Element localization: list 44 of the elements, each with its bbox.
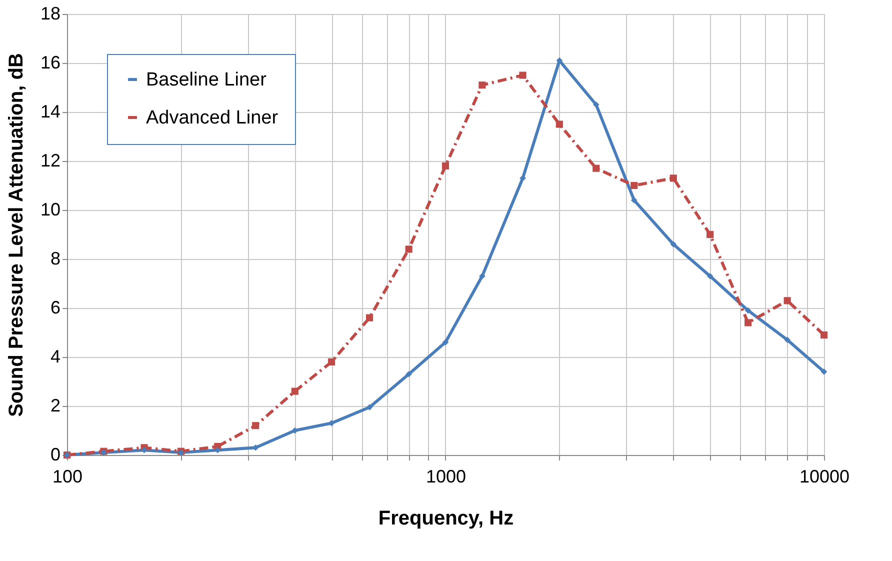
point [479, 272, 486, 280]
point [630, 182, 638, 190]
y-tick-label: 4 [50, 346, 60, 366]
point [328, 358, 336, 366]
point [820, 331, 828, 338]
legend-label: Baseline Liner [146, 70, 268, 90]
x-tick-label: 10000 [799, 466, 850, 486]
y-tick-label: 10 [40, 200, 60, 220]
point [784, 297, 791, 304]
point [478, 82, 486, 89]
point [442, 162, 450, 170]
y-tick-label: 6 [50, 298, 60, 318]
y-tick-label: 12 [40, 150, 60, 170]
y-tick-label: 0 [50, 444, 60, 464]
point [291, 388, 298, 395]
y-tick-label: 8 [50, 248, 60, 268]
y-axis-title: Sound Pressure Level Attenuation, dB [5, 53, 28, 417]
x-tick-label: 1000 [426, 466, 466, 486]
point [670, 174, 677, 182]
y-tick-label: 16 [40, 52, 60, 72]
point [706, 272, 714, 280]
point [556, 120, 563, 128]
x-axis-title: Frequency, Hz [378, 508, 514, 530]
point [630, 197, 638, 204]
point [744, 319, 752, 326]
y-tick-label: 2 [50, 396, 60, 416]
point [744, 307, 752, 314]
x-tick-label: 100 [52, 466, 83, 486]
point [784, 336, 790, 344]
point [442, 339, 449, 346]
point [706, 230, 714, 238]
y-tick-label: 14 [40, 102, 60, 122]
point [366, 404, 373, 410]
point [252, 422, 260, 430]
point [592, 164, 600, 172]
point [670, 241, 677, 248]
point [405, 246, 412, 253]
point [214, 446, 221, 454]
point [406, 370, 412, 378]
point [820, 368, 828, 375]
legend-label: Advanced Liner [146, 108, 279, 128]
y-tick-label: 18 [40, 4, 60, 24]
point [366, 314, 374, 322]
point [592, 101, 600, 108]
